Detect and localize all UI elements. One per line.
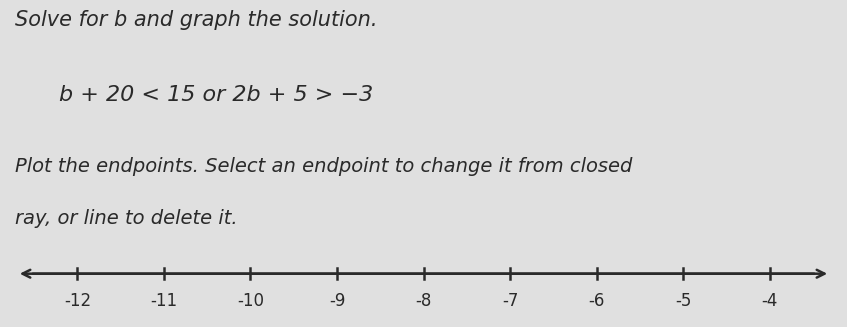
Text: Solve for b and graph the solution.: Solve for b and graph the solution. bbox=[15, 10, 378, 30]
Text: -8: -8 bbox=[415, 292, 432, 310]
Text: -6: -6 bbox=[589, 292, 605, 310]
Text: -11: -11 bbox=[151, 292, 178, 310]
Text: -12: -12 bbox=[64, 292, 91, 310]
Text: -5: -5 bbox=[675, 292, 691, 310]
Text: b + 20 < 15 or 2b + 5 > −3: b + 20 < 15 or 2b + 5 > −3 bbox=[59, 85, 374, 105]
Text: -9: -9 bbox=[329, 292, 346, 310]
Text: -4: -4 bbox=[761, 292, 778, 310]
Text: -7: -7 bbox=[501, 292, 518, 310]
Text: ray, or line to delete it.: ray, or line to delete it. bbox=[15, 209, 238, 228]
Text: Plot the endpoints. Select an endpoint to change it from closed: Plot the endpoints. Select an endpoint t… bbox=[15, 157, 633, 176]
Text: -10: -10 bbox=[237, 292, 264, 310]
